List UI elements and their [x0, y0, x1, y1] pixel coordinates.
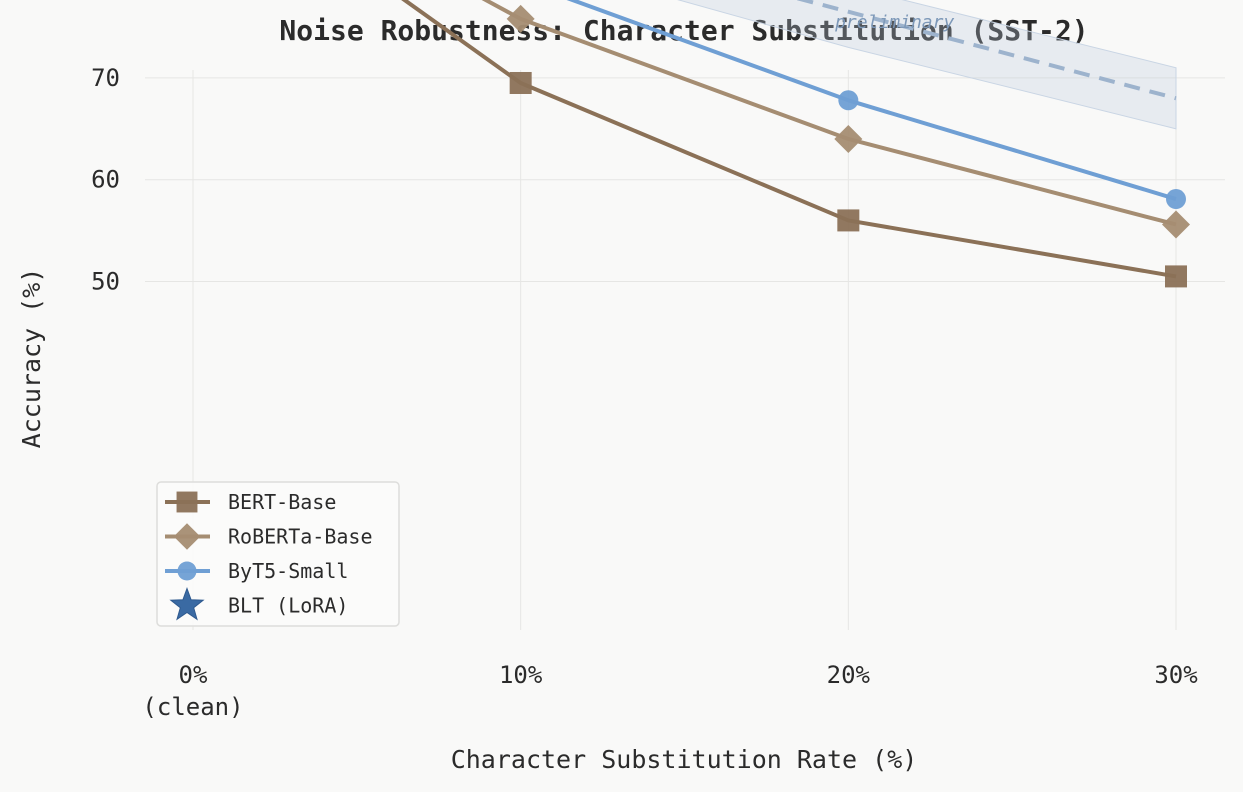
projection-band — [677, 0, 1177, 130]
projection-annotation: preliminary — [834, 12, 954, 33]
tick-labels: 50607080901000%(clean)10%20%30% — [91, 64, 1198, 721]
y-tick-label: 60 — [91, 166, 120, 194]
marker-star — [169, 587, 205, 621]
marker-square — [509, 71, 532, 94]
series-layer — [401, 0, 1190, 288]
series-line — [481, 0, 1177, 227]
x-tick-label: 30% — [1154, 661, 1198, 689]
series-bert-base — [401, 0, 1187, 288]
legend-label: RoBERTa-Base — [228, 525, 373, 549]
x-tick-label: (clean) — [142, 693, 243, 721]
legend-label: BERT-Base — [228, 490, 336, 514]
legend-label: BLT (LoRA) — [228, 594, 348, 618]
marker-square — [1165, 265, 1187, 288]
series-line — [566, 0, 1177, 201]
y-axis-label: Accuracy (%) — [17, 268, 46, 449]
series-line — [401, 0, 1177, 279]
x-tick-label: 20% — [827, 661, 871, 689]
legend-entry: BERT-Base — [165, 490, 336, 514]
projection-line — [796, 0, 1177, 101]
marker-diamond — [173, 523, 201, 550]
series-byt5-small — [566, 0, 1186, 210]
x-axis-label: Character Substitution Rate (%) — [451, 745, 918, 774]
legend-entry: BLT (LoRA) — [169, 587, 348, 621]
marker-diamond — [506, 4, 535, 33]
legend: BERT-Base RoBERTa-Base ByT5-Small BLT (LoRA… — [156, 481, 400, 627]
projection-band-layer: preliminary — [677, 0, 1177, 130]
marker-diamond — [1162, 210, 1190, 239]
marker-square — [837, 209, 860, 232]
marker-diamond — [834, 124, 863, 153]
marker-circle — [1166, 189, 1186, 210]
marker-circle — [177, 561, 197, 581]
marker-square — [176, 491, 198, 513]
y-tick-label: 50 — [91, 268, 120, 296]
legend-entry: RoBERTa-Base — [165, 523, 373, 550]
x-tick-label: 0% — [179, 661, 208, 689]
y-tick-label: 70 — [91, 64, 120, 92]
legend-label: ByT5-Small — [228, 559, 348, 583]
marker-circle — [838, 90, 859, 111]
legend-box — [156, 481, 400, 627]
legend-entry: ByT5-Small — [165, 559, 348, 583]
x-tick-label: 10% — [499, 661, 543, 689]
series-roberta-base — [481, 0, 1190, 239]
